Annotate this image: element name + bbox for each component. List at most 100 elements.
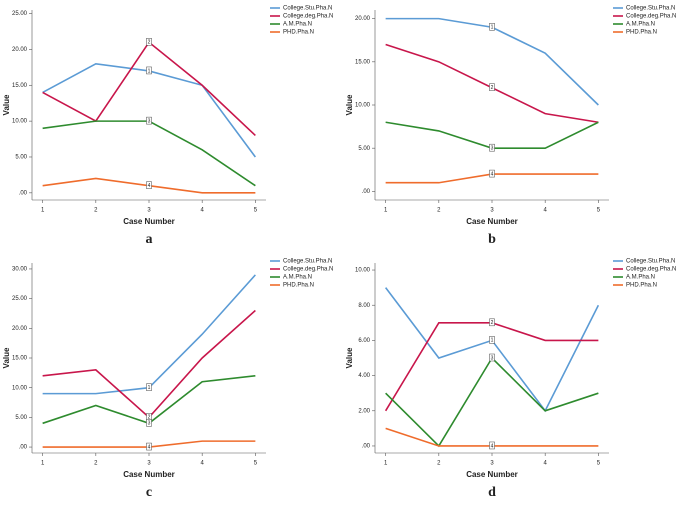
legend-label: College.Stu.Pha.N [283, 259, 332, 265]
legend-label: College.deg.Pha.N [626, 14, 676, 20]
series-tag: 3 [148, 421, 151, 427]
y-tick-label: 20.00 [12, 326, 28, 332]
y-tick-label: .00 [362, 444, 371, 450]
series-tag: 3 [148, 118, 151, 124]
y-tick-label: 20.00 [12, 47, 28, 53]
y-tick-label: 6.00 [358, 338, 370, 344]
x-tick-label: 3 [147, 208, 151, 214]
x-tick-label: 5 [254, 461, 258, 467]
legend-label: College.Stu.Pha.N [626, 6, 675, 12]
series-tag: 1 [491, 25, 494, 31]
x-axis-title: Case Number [123, 470, 175, 479]
y-axis-title: Value [2, 347, 11, 368]
series-tag-box [489, 83, 495, 91]
series-tag: 2 [491, 85, 494, 91]
series-line [385, 356, 599, 448]
x-tick-label: 2 [437, 461, 441, 467]
series-tag-box [146, 419, 152, 427]
series-line [42, 274, 256, 395]
x-tick-label: 5 [254, 208, 258, 214]
series-line [42, 309, 256, 419]
series-tag: 4 [148, 183, 151, 189]
x-axis-title: Case Number [466, 217, 518, 226]
x-tick-label: 1 [41, 208, 45, 214]
legend-label: College.deg.Pha.N [626, 267, 676, 273]
series-line [385, 17, 599, 106]
panel-letter: a [146, 232, 153, 247]
x-tick-label: 4 [201, 208, 205, 214]
y-tick-label: 20.00 [355, 16, 371, 22]
series-tag: 3 [491, 146, 494, 152]
panel-letter: c [146, 485, 152, 500]
y-tick-label: 8.00 [358, 303, 370, 309]
y-axis-title: Value [345, 94, 354, 115]
x-tick-label: 1 [384, 461, 388, 467]
y-tick-label: .00 [19, 190, 28, 196]
series-line [42, 120, 256, 187]
series-tag: 4 [148, 444, 151, 450]
x-tick-label: 1 [41, 461, 45, 467]
series-tag-box [146, 66, 152, 75]
series-tag: 4 [491, 443, 494, 449]
y-tick-label: .00 [362, 189, 371, 195]
series-tag-box [489, 441, 495, 450]
x-tick-label: 3 [490, 461, 494, 467]
series-tag: 2 [491, 320, 494, 326]
x-tick-label: 2 [94, 461, 98, 467]
x-tick-label: 4 [544, 208, 548, 214]
series-tag: 2 [148, 40, 151, 46]
y-tick-label: 15.00 [12, 356, 28, 362]
y-tick-label: 10.00 [355, 268, 371, 274]
x-tick-label: 2 [437, 208, 441, 214]
y-tick-label: 2.00 [358, 408, 370, 414]
legend-label: PHD.Pha.N [283, 283, 314, 289]
series-tag: 2 [148, 415, 151, 421]
panel-letter: d [488, 485, 496, 500]
series-tag-box [489, 23, 495, 31]
series-tag-box [489, 336, 495, 344]
x-axis-title: Case Number [466, 470, 518, 479]
y-tick-label: 15.00 [355, 59, 371, 65]
y-tick-label: 25.00 [12, 11, 28, 17]
x-axis-title: Case Number [123, 217, 175, 226]
y-axis-title: Value [345, 347, 354, 368]
legend-label: College.deg.Pha.N [283, 267, 333, 273]
legend-label: College.Stu.Pha.N [283, 6, 332, 12]
series-tag: 1 [148, 385, 151, 391]
series-line [385, 43, 599, 124]
series-tag-box [146, 38, 152, 46]
legend-label: College.deg.Pha.N [283, 14, 333, 20]
legend-label: A.M.Pha.N [626, 275, 655, 281]
series-line [384, 287, 600, 413]
y-tick-label: 5.00 [358, 146, 370, 152]
y-axis-title: Value [2, 94, 11, 115]
legend-label: PHD.Pha.N [283, 30, 314, 36]
series-tag-box [489, 353, 495, 362]
legend-label: A.M.Pha.N [283, 22, 312, 28]
series-tag: 1 [491, 338, 494, 344]
y-tick-label: 10.00 [12, 119, 28, 125]
x-tick-label: 2 [94, 208, 98, 214]
x-tick-label: 3 [147, 461, 151, 467]
series-tag: 1 [148, 68, 151, 74]
series-tag-box [489, 169, 495, 178]
series-tag-box [146, 383, 152, 391]
legend-label: College.Stu.Pha.N [626, 259, 675, 265]
y-tick-label: 25.00 [12, 296, 28, 302]
y-tick-label: 5.00 [15, 155, 27, 161]
series-tag-box [489, 318, 495, 327]
x-tick-label: 5 [597, 208, 601, 214]
x-tick-label: 5 [597, 461, 601, 467]
y-tick-label: 10.00 [355, 103, 371, 109]
legend-label: A.M.Pha.N [626, 22, 655, 28]
y-tick-label: 10.00 [12, 385, 28, 391]
legend-label: PHD.Pha.N [626, 30, 657, 36]
x-tick-label: 1 [384, 208, 388, 214]
y-tick-label: 30.00 [12, 267, 28, 273]
x-tick-label: 4 [201, 461, 205, 467]
x-tick-label: 4 [544, 461, 548, 467]
series-tag-box [146, 116, 152, 125]
legend-label: A.M.Pha.N [283, 275, 312, 281]
panel-letter: b [488, 232, 496, 247]
y-tick-label: 15.00 [12, 83, 28, 89]
